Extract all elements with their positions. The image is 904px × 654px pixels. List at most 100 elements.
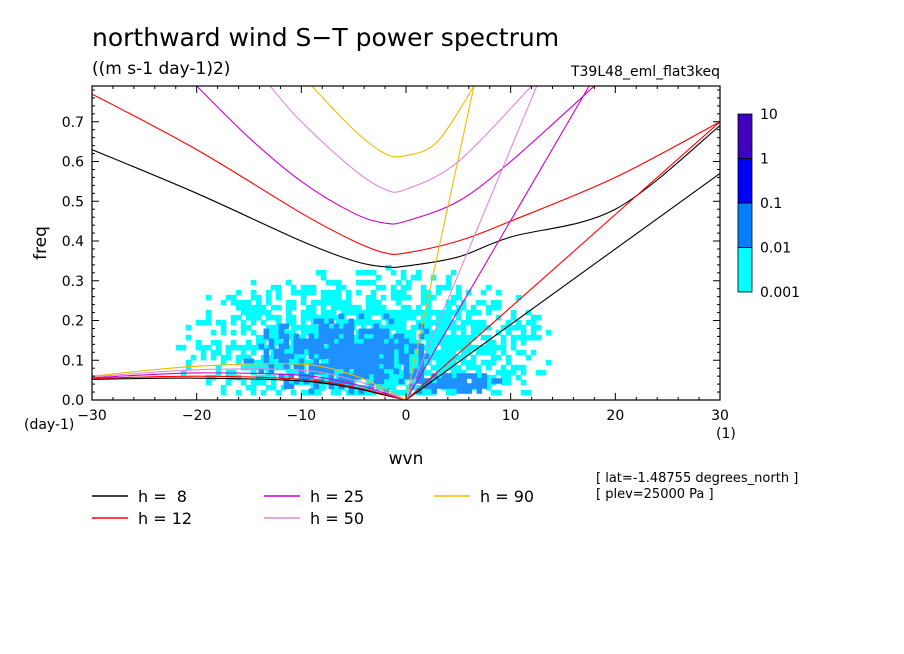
heat-cell [330,299,337,306]
heat-cell [415,309,422,316]
heat-cell [305,329,312,336]
x-tick-label: −10 [287,408,317,424]
heat-cell [348,373,355,380]
heat-cell [405,279,412,286]
y-tick-label: 0.0 [62,393,84,409]
heat-cell [220,324,227,331]
colorbar-label: 0.001 [760,285,800,301]
heat-cell [308,363,315,370]
heat-cell [320,309,327,316]
heat-cell [530,334,537,341]
heat-cell [205,379,212,386]
heat-cell [293,363,300,370]
heat-cell [440,329,447,336]
annotation-lat: [ lat=-1.48755 degrees_north ] [596,471,798,486]
heat-cell [340,319,347,326]
heat-cell [420,289,427,296]
heat-cell [265,314,272,321]
heat-cell [420,284,427,291]
heat-cell [335,284,342,291]
heat-cell [471,378,478,384]
heat-cell [343,363,350,370]
heat-cell [320,294,327,301]
heat-cell [430,319,437,326]
heat-cell [195,319,202,326]
heat-cell [278,333,285,340]
heat-cell [390,379,397,386]
heat-cell [485,379,492,386]
heat-cell [525,354,532,361]
heat-cell [355,289,362,296]
heat-cell [418,343,425,350]
heat-cell [225,349,232,356]
heat-cell [535,314,542,321]
heat-cell [405,304,412,311]
heat-cell [310,309,317,316]
heat-cell [390,284,397,291]
heat-cell [260,304,267,311]
heat-cell [348,333,355,340]
heat-cell [365,314,372,321]
heat-cell [283,338,290,345]
heat-cell [435,339,442,346]
heat-cell [388,353,395,360]
legend-label: h = 50 [310,509,364,528]
heat-cell [435,369,442,376]
heat-cell [466,373,473,379]
heat-cell [466,383,473,389]
heat-cell [325,294,332,301]
heat-cell [325,279,332,286]
heat-cell [343,338,350,345]
heat-cell [335,389,342,396]
heat-cell [471,373,478,379]
heat-cell [441,383,448,389]
heat-cell [250,364,257,371]
heat-cell [358,373,365,380]
heat-cell [465,319,472,326]
heat-cell [245,324,252,331]
heat-cell [240,344,247,351]
heat-cell [405,334,412,341]
heat-cell [298,348,305,355]
heat-cell [470,359,477,366]
heat-cell [465,359,472,366]
heat-cell [445,304,452,311]
heat-cell [490,339,497,346]
heat-cell [485,334,492,341]
heat-cell [298,343,305,350]
heat-cell [398,353,405,360]
heat-cell [328,373,335,380]
heat-cell [470,354,477,361]
heat-cell [400,319,407,326]
heat-cell [383,343,390,350]
contour-region-0_01 [243,313,430,395]
heat-cell [415,319,422,326]
heat-cell [490,359,497,366]
heat-cell [446,378,453,384]
heat-cell [293,343,300,350]
heat-cell [300,389,307,396]
heat-cell [255,294,262,301]
heat-cell [348,353,355,360]
heat-cell [490,349,497,356]
heat-cell [338,348,345,355]
heat-cell [435,309,442,316]
heat-cell [445,339,452,346]
heat-cell [445,334,452,341]
heat-cell [313,318,320,325]
heat-cell [403,338,410,345]
heat-cell [470,329,477,336]
rossby-curve-h25 [92,372,407,400]
heat-cell [378,373,385,380]
heat-cell [373,323,380,330]
heat-cell [360,269,367,276]
heat-cell [360,309,367,316]
heat-cell [345,289,352,296]
heat-cell [343,348,350,355]
heat-cell [460,319,467,326]
heat-cell [243,358,250,365]
heat-cell [300,334,307,341]
heat-cell [358,363,365,370]
heat-cell [446,373,453,379]
heat-cell [420,389,427,396]
